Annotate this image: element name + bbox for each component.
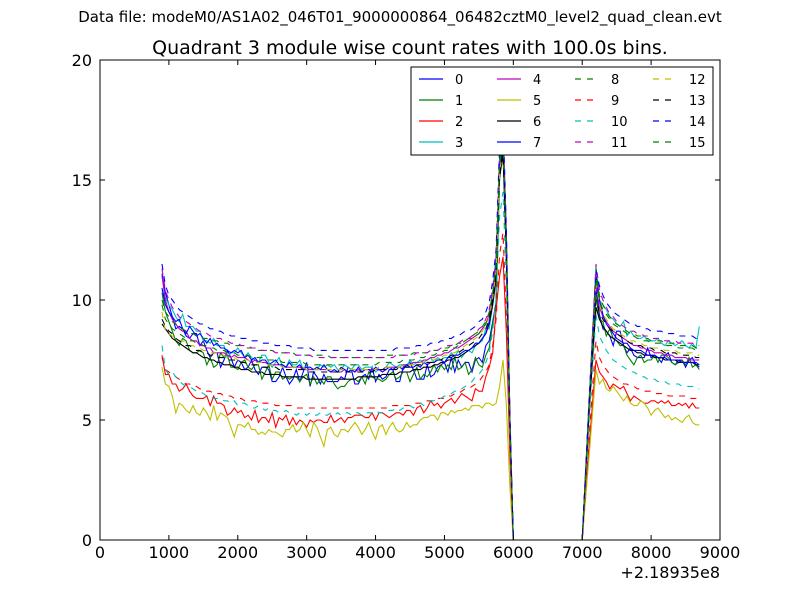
series-group bbox=[161, 115, 700, 540]
chart-title: Quadrant 3 module wise count rates with … bbox=[152, 37, 668, 59]
y-tick-label-5: 5 bbox=[82, 411, 92, 430]
series-line-0 bbox=[161, 141, 700, 540]
legend-box bbox=[410, 66, 714, 156]
x-tick-label-2000: 2000 bbox=[217, 543, 258, 562]
y-tick-label-20: 20 bbox=[72, 51, 92, 70]
series-line-1 bbox=[161, 151, 700, 540]
series-line-10 bbox=[161, 191, 700, 540]
x-tick-label-6000: 6000 bbox=[493, 543, 534, 562]
legend-label-7: 7 bbox=[533, 136, 541, 151]
series-line-3 bbox=[161, 127, 700, 540]
x-tick-label-4000: 4000 bbox=[355, 543, 396, 562]
legend-label-5: 5 bbox=[533, 94, 541, 109]
legend-label-4: 4 bbox=[533, 73, 541, 88]
legend-label-9: 9 bbox=[611, 94, 619, 109]
series-line-13 bbox=[161, 148, 700, 540]
legend-label-13: 13 bbox=[689, 94, 706, 109]
legend-label-0: 0 bbox=[455, 73, 463, 88]
series-line-2 bbox=[161, 256, 700, 540]
y-tick-label-0: 0 bbox=[82, 531, 92, 550]
y-tick-label-15: 15 bbox=[72, 171, 92, 190]
data-file-title: Data file: modeM0/AS1A02_046T01_90000008… bbox=[78, 8, 722, 26]
series-line-5 bbox=[161, 359, 700, 540]
x-offset-label: +2.18935e8 bbox=[620, 563, 720, 582]
x-tick-label-7000: 7000 bbox=[562, 543, 603, 562]
legend-label-8: 8 bbox=[611, 73, 619, 88]
legend-label-2: 2 bbox=[455, 115, 463, 130]
series-line-11 bbox=[161, 122, 700, 540]
series-line-7 bbox=[161, 136, 700, 540]
legend-label-14: 14 bbox=[689, 115, 706, 130]
series-line-8 bbox=[161, 129, 700, 540]
x-tick-label-0: 0 bbox=[95, 543, 105, 562]
series-line-12 bbox=[161, 146, 700, 540]
legend-label-1: 1 bbox=[455, 94, 463, 109]
x-tick-label-1000: 1000 bbox=[149, 543, 190, 562]
y-tick-label-10: 10 bbox=[72, 291, 92, 310]
x-tick-label-9000: 9000 bbox=[700, 543, 741, 562]
series-line-14 bbox=[161, 115, 700, 540]
x-tick-label-5000: 5000 bbox=[424, 543, 465, 562]
legend-label-10: 10 bbox=[611, 115, 628, 130]
legend-label-15: 15 bbox=[689, 136, 706, 151]
legend-label-11: 11 bbox=[611, 136, 628, 151]
legend-label-3: 3 bbox=[455, 136, 463, 151]
series-line-9 bbox=[161, 232, 700, 540]
legend-label-6: 6 bbox=[533, 115, 541, 130]
x-tick-label-3000: 3000 bbox=[286, 543, 327, 562]
series-line-6 bbox=[161, 153, 700, 540]
x-tick-label-8000: 8000 bbox=[631, 543, 672, 562]
legend-label-12: 12 bbox=[689, 73, 706, 88]
